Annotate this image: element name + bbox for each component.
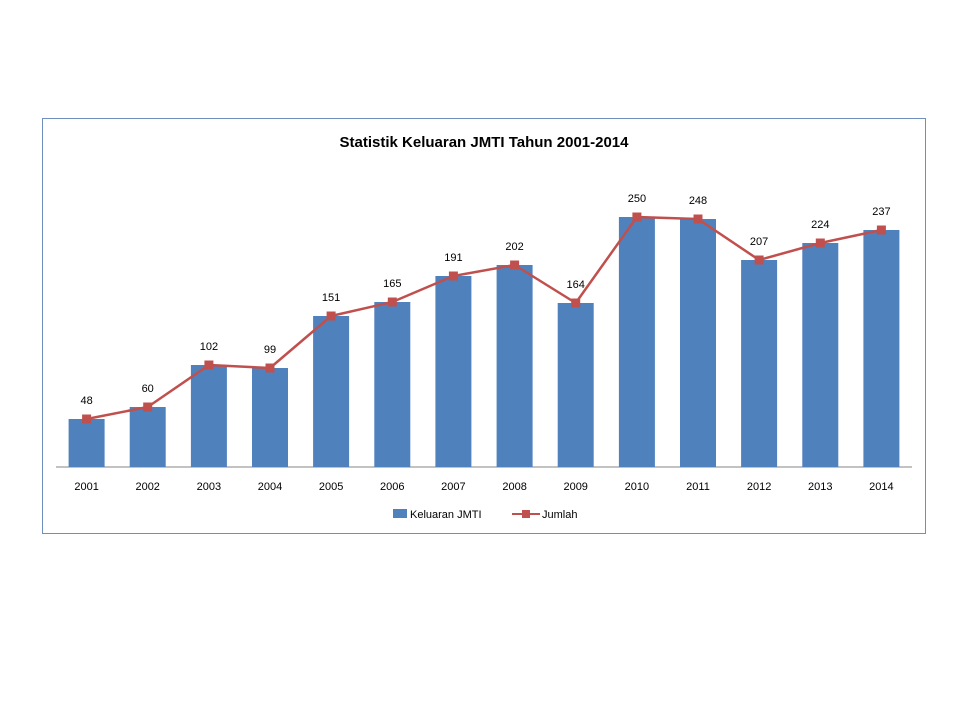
bar-2014 (863, 230, 900, 467)
data-label-2007: 191 (444, 252, 462, 264)
x-tick-group: 2001 2002 2003 2004 2005 2006 2007 2008 2009 2010… (74, 481, 893, 493)
chart-frame (42, 118, 926, 534)
x-tick-label-2011: 2011 (686, 481, 710, 493)
data-label-2011: 248 (689, 195, 707, 207)
bar-2010 (618, 217, 655, 467)
bar-2002 (129, 407, 166, 467)
bar-2007 (435, 276, 472, 467)
data-label-group: 48 60 102 99 151 165 191 202 164 250 248 207 224 237 (80, 193, 890, 407)
bar-2012 (741, 260, 778, 467)
bar-2006 (374, 302, 411, 467)
x-tick-label-2001: 2001 (74, 481, 98, 493)
data-label-2002: 60 (142, 383, 154, 395)
line-marker-2014 (876, 225, 886, 235)
bar-2001 (68, 419, 105, 467)
legend-marker-line (522, 510, 530, 518)
x-tick-label-2005: 2005 (319, 481, 343, 493)
bar-2005 (313, 316, 350, 467)
x-tick-label-2007: 2007 (441, 481, 465, 493)
bar-group (68, 217, 900, 467)
line-marker-2004 (265, 363, 275, 373)
line-marker-2001 (82, 414, 92, 424)
data-label-2012: 207 (750, 236, 768, 248)
bar-2009 (557, 303, 594, 467)
bar-2008 (496, 265, 533, 467)
line-marker-2009 (571, 298, 581, 308)
line-marker-2011 (693, 214, 703, 224)
bar-2003 (190, 365, 227, 467)
data-label-2010: 250 (628, 193, 646, 205)
data-label-2008: 202 (505, 241, 523, 253)
data-label-2014: 237 (872, 206, 890, 218)
x-tick-label-2004: 2004 (258, 481, 282, 493)
line-jumlah (86, 215, 882, 421)
legend: Keluaran JMTI Jumlah (393, 509, 577, 521)
line-marker-2005 (326, 311, 336, 321)
bar-2011 (680, 219, 716, 467)
data-label-2004: 99 (264, 344, 276, 356)
data-label-2005: 151 (322, 292, 340, 304)
line-marker-2010 (632, 212, 642, 222)
data-label-2006: 165 (383, 278, 401, 290)
data-label-2003: 102 (200, 341, 218, 353)
x-tick-label-2002: 2002 (135, 481, 159, 493)
x-tick-label-2009: 2009 (563, 481, 587, 493)
data-label-2001: 48 (80, 395, 92, 407)
line-marker-2007 (448, 271, 458, 281)
data-label-2013: 224 (811, 219, 829, 231)
line-marker-2006 (387, 297, 397, 307)
x-tick-label-2003: 2003 (197, 481, 221, 493)
line-marker-2013 (815, 238, 825, 248)
bar-2004 (252, 368, 288, 467)
line-marker-2012 (754, 255, 764, 265)
line-marker-2008 (510, 260, 520, 270)
x-tick-label-2010: 2010 (625, 481, 649, 493)
x-tick-label-2012: 2012 (747, 481, 771, 493)
bar-2013 (802, 243, 839, 467)
x-tick-label-2013: 2013 (808, 481, 832, 493)
line-marker-2002 (143, 402, 153, 412)
line-series-group (82, 212, 886, 424)
legend-label-bar: Keluaran JMTI (410, 509, 482, 521)
x-tick-label-2008: 2008 (502, 481, 526, 493)
x-tick-label-2014: 2014 (869, 481, 893, 493)
legend-label-line: Jumlah (542, 509, 577, 521)
data-label-2009: 164 (567, 279, 585, 291)
legend-swatch-bar (393, 509, 407, 518)
x-tick-label-2006: 2006 (380, 481, 404, 493)
chart-title: Statistik Keluaran JMTI Tahun 2001-2014 (340, 134, 630, 151)
line-marker-2003 (204, 360, 214, 370)
